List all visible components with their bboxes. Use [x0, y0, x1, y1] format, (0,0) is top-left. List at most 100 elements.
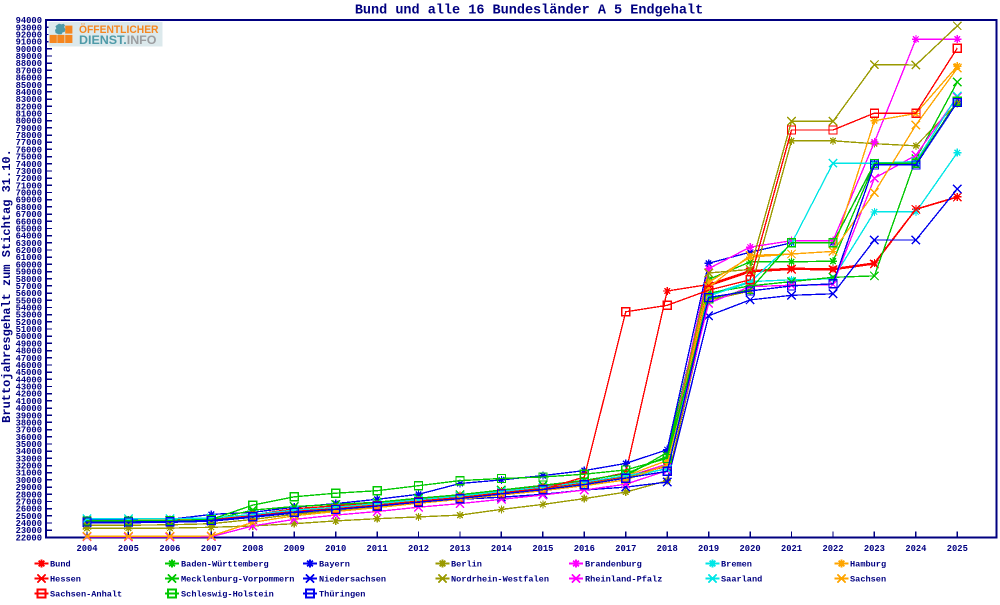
svg-text:2004: 2004: [76, 544, 98, 554]
svg-text:51000: 51000: [16, 325, 42, 335]
svg-text:2012: 2012: [408, 544, 429, 554]
svg-text:41000: 41000: [16, 397, 42, 407]
svg-text:Thüringen: Thüringen: [319, 590, 365, 600]
svg-text:24000: 24000: [16, 519, 42, 529]
svg-text:2017: 2017: [615, 544, 636, 554]
svg-text:62000: 62000: [16, 246, 42, 256]
svg-text:67000: 67000: [16, 210, 42, 220]
svg-text:87000: 87000: [16, 66, 42, 76]
svg-text:56000: 56000: [16, 289, 42, 299]
svg-text:37000: 37000: [16, 426, 42, 436]
svg-text:69000: 69000: [16, 196, 42, 206]
svg-text:Niedersachsen: Niedersachsen: [319, 575, 386, 585]
svg-text:34000: 34000: [16, 447, 42, 457]
svg-text:2018: 2018: [657, 544, 678, 554]
svg-text:38000: 38000: [16, 418, 42, 428]
svg-text:47000: 47000: [16, 354, 42, 364]
svg-text:83000: 83000: [16, 95, 42, 105]
svg-text:Nordrhein-Westfalen: Nordrhein-Westfalen: [451, 575, 549, 585]
svg-text:54000: 54000: [16, 304, 42, 314]
svg-text:36000: 36000: [16, 433, 42, 443]
svg-text:Bund und alle 16 Bundesländer: Bund und alle 16 Bundesländer A 5 Endgeh…: [355, 4, 703, 19]
svg-text:48000: 48000: [16, 347, 42, 357]
svg-text:75000: 75000: [16, 153, 42, 163]
svg-text:71000: 71000: [16, 181, 42, 191]
svg-text:89000: 89000: [16, 52, 42, 62]
svg-text:86000: 86000: [16, 74, 42, 84]
svg-text:40000: 40000: [16, 404, 42, 414]
svg-text:Sachsen: Sachsen: [850, 575, 886, 585]
svg-text:80000: 80000: [16, 117, 42, 127]
svg-text:60000: 60000: [16, 260, 42, 270]
svg-text:25000: 25000: [16, 512, 42, 522]
svg-text:64000: 64000: [16, 232, 42, 242]
svg-text:Baden-Württemberg: Baden-Württemberg: [181, 560, 269, 570]
svg-text:2010: 2010: [325, 544, 346, 554]
svg-text:2006: 2006: [159, 544, 180, 554]
svg-text:2005: 2005: [118, 544, 139, 554]
svg-text:94000: 94000: [16, 16, 42, 26]
svg-text:Bayern: Bayern: [319, 560, 350, 570]
svg-text:2021: 2021: [781, 544, 802, 554]
svg-text:81000: 81000: [16, 110, 42, 120]
svg-text:DIENST.INFO: DIENST.INFO: [79, 33, 157, 47]
svg-text:Bruttojahresgehalt zum Stichta: Bruttojahresgehalt zum Stichtag 31.10.: [0, 149, 14, 423]
svg-text:57000: 57000: [16, 282, 42, 292]
svg-text:88000: 88000: [16, 59, 42, 69]
svg-text:85000: 85000: [16, 81, 42, 91]
svg-text:66000: 66000: [16, 217, 42, 227]
svg-text:Saarland: Saarland: [721, 575, 762, 585]
svg-text:29000: 29000: [16, 483, 42, 493]
svg-text:Bund: Bund: [50, 560, 71, 570]
svg-text:28000: 28000: [16, 490, 42, 500]
svg-text:43000: 43000: [16, 383, 42, 393]
svg-text:2019: 2019: [698, 544, 719, 554]
svg-text:35000: 35000: [16, 440, 42, 450]
svg-text:2023: 2023: [864, 544, 885, 554]
svg-text:44000: 44000: [16, 375, 42, 385]
svg-text:68000: 68000: [16, 203, 42, 213]
svg-text:46000: 46000: [16, 361, 42, 371]
svg-text:45000: 45000: [16, 368, 42, 378]
svg-text:77000: 77000: [16, 138, 42, 148]
svg-text:79000: 79000: [16, 124, 42, 134]
svg-text:90000: 90000: [16, 45, 42, 55]
svg-text:2013: 2013: [449, 544, 470, 554]
svg-text:70000: 70000: [16, 189, 42, 199]
svg-text:92000: 92000: [16, 31, 42, 41]
svg-text:2020: 2020: [740, 544, 761, 554]
svg-text:58000: 58000: [16, 275, 42, 285]
svg-text:Berlin: Berlin: [451, 560, 482, 570]
svg-text:27000: 27000: [16, 498, 42, 508]
svg-text:49000: 49000: [16, 339, 42, 349]
svg-text:22000: 22000: [16, 533, 42, 543]
svg-text:2011: 2011: [367, 544, 388, 554]
svg-text:84000: 84000: [16, 88, 42, 98]
svg-text:53000: 53000: [16, 311, 42, 321]
svg-text:2016: 2016: [574, 544, 595, 554]
svg-text:30000: 30000: [16, 476, 42, 486]
svg-text:Bremen: Bremen: [721, 560, 752, 570]
svg-text:23000: 23000: [16, 526, 42, 536]
svg-text:2024: 2024: [905, 544, 927, 554]
svg-text:72000: 72000: [16, 174, 42, 184]
svg-text:73000: 73000: [16, 167, 42, 177]
svg-text:39000: 39000: [16, 411, 42, 421]
svg-text:2009: 2009: [284, 544, 305, 554]
svg-text:50000: 50000: [16, 332, 42, 342]
svg-text:2008: 2008: [242, 544, 263, 554]
svg-text:Brandenburg: Brandenburg: [585, 560, 642, 570]
svg-text:33000: 33000: [16, 454, 42, 464]
svg-text:82000: 82000: [16, 102, 42, 112]
svg-text:93000: 93000: [16, 23, 42, 33]
svg-text:ÖFFENTLICHER: ÖFFENTLICHER: [79, 23, 159, 36]
svg-text:Mecklenburg-Vorpommern: Mecklenburg-Vorpommern: [181, 575, 294, 585]
svg-text:63000: 63000: [16, 239, 42, 249]
svg-text:78000: 78000: [16, 131, 42, 141]
svg-text:Hessen: Hessen: [50, 575, 81, 585]
svg-text:65000: 65000: [16, 225, 42, 235]
svg-text:2015: 2015: [532, 544, 553, 554]
svg-text:26000: 26000: [16, 505, 42, 515]
svg-text:91000: 91000: [16, 38, 42, 48]
svg-text:Sachsen-Anhalt: Sachsen-Anhalt: [50, 590, 122, 600]
